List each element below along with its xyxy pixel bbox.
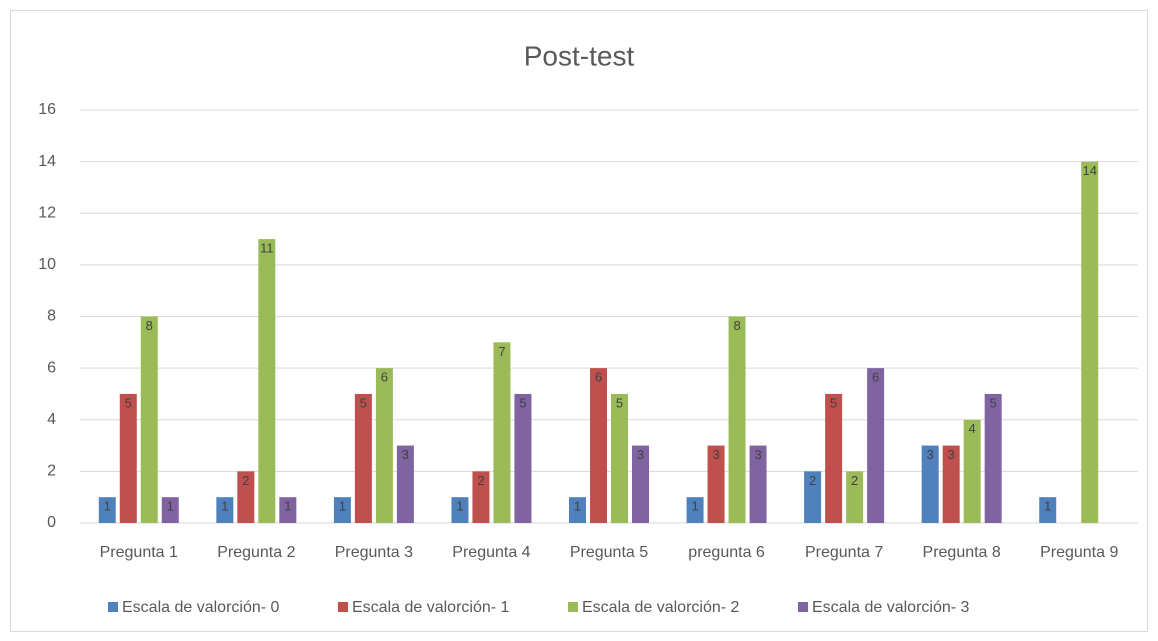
bar xyxy=(707,445,725,523)
bar xyxy=(1039,497,1057,523)
bar xyxy=(804,471,822,523)
x-tick-label: Pregunta 2 xyxy=(217,544,295,561)
bar xyxy=(867,368,885,523)
legend-label: Escala de valorción- 3 xyxy=(812,599,970,616)
data-label: 6 xyxy=(381,370,388,385)
bar xyxy=(611,393,628,523)
legend-swatch xyxy=(338,602,348,612)
data-label: 1 xyxy=(104,499,111,514)
data-label: 3 xyxy=(948,447,955,462)
chart-title: Post-test xyxy=(524,40,635,71)
y-tick-label: 4 xyxy=(47,411,56,428)
data-label: 11 xyxy=(260,241,274,256)
bar xyxy=(749,445,767,523)
data-label: 2 xyxy=(477,473,484,488)
bar xyxy=(514,393,532,523)
y-tick-label: 0 xyxy=(47,514,56,531)
bar xyxy=(984,393,1002,523)
bar xyxy=(728,316,746,523)
data-label: 1 xyxy=(456,499,463,514)
data-label: 6 xyxy=(872,370,879,385)
x-tick-label: Pregunta 4 xyxy=(452,544,530,561)
bar xyxy=(451,497,469,523)
y-tick-label: 8 xyxy=(47,308,56,325)
legend-swatch xyxy=(108,602,118,612)
legend-swatch xyxy=(568,602,578,612)
data-label: 2 xyxy=(851,473,858,488)
bar xyxy=(279,497,297,523)
bar xyxy=(569,497,586,523)
y-tick-label: 10 xyxy=(38,256,56,273)
x-tick-label: Pregunta 3 xyxy=(335,544,413,561)
bar xyxy=(119,393,137,523)
bar xyxy=(161,497,179,523)
data-label: 7 xyxy=(498,344,505,359)
data-label: 3 xyxy=(712,447,719,462)
legend-label: Escala de valorción- 2 xyxy=(582,599,740,616)
data-label: 4 xyxy=(969,421,976,436)
data-label: 5 xyxy=(519,395,526,410)
bar xyxy=(140,316,158,523)
bar xyxy=(98,497,116,523)
x-tick-label: Pregunta 7 xyxy=(805,544,883,561)
data-label: 5 xyxy=(125,395,132,410)
data-label: 3 xyxy=(637,447,644,462)
bar xyxy=(354,393,372,523)
bar xyxy=(942,445,960,523)
data-label: 8 xyxy=(146,318,153,333)
bar xyxy=(921,445,939,523)
data-label: 1 xyxy=(221,499,228,514)
bar xyxy=(846,471,864,523)
data-label: 5 xyxy=(616,395,623,410)
data-label: 6 xyxy=(595,370,602,385)
data-label: 3 xyxy=(927,447,934,462)
bar xyxy=(237,471,255,523)
y-tick-label: 16 xyxy=(38,101,56,118)
legend-label: Escala de valorción- 0 xyxy=(122,599,280,616)
data-label: 5 xyxy=(830,395,837,410)
x-tick-label: Pregunta 8 xyxy=(923,544,1001,561)
bar xyxy=(375,368,393,523)
data-label: 3 xyxy=(754,447,761,462)
legend-swatch xyxy=(798,602,808,612)
y-tick-label: 2 xyxy=(47,463,56,480)
bar xyxy=(333,497,351,523)
data-label: 1 xyxy=(1044,499,1051,514)
y-tick-label: 6 xyxy=(47,359,56,376)
data-label: 14 xyxy=(1082,163,1096,178)
legend-label: Escala de valorción- 1 xyxy=(352,599,510,616)
data-label: 1 xyxy=(167,499,174,514)
x-tick-label: Pregunta 9 xyxy=(1040,544,1118,561)
bar xyxy=(216,497,234,523)
bar xyxy=(1081,161,1099,523)
x-tick-label: Pregunta 1 xyxy=(100,544,178,561)
bar xyxy=(396,445,414,523)
data-label: 8 xyxy=(733,318,740,333)
x-tick-label: Pregunta 5 xyxy=(570,544,648,561)
data-label: 1 xyxy=(574,499,581,514)
x-tick-label: pregunta 6 xyxy=(688,544,765,561)
bar xyxy=(472,471,490,523)
y-tick-label: 12 xyxy=(38,204,56,221)
data-label: 1 xyxy=(339,499,346,514)
bar xyxy=(686,497,704,523)
bar xyxy=(963,419,981,523)
y-tick-label: 14 xyxy=(38,153,56,170)
data-label: 1 xyxy=(691,499,698,514)
data-label: 5 xyxy=(990,395,997,410)
chart-border xyxy=(10,10,1148,632)
bar xyxy=(632,445,649,523)
data-label: 3 xyxy=(402,447,409,462)
data-label: 2 xyxy=(242,473,249,488)
data-label: 5 xyxy=(360,395,367,410)
bar xyxy=(590,368,607,523)
data-label: 2 xyxy=(809,473,816,488)
bar xyxy=(825,393,843,523)
bar xyxy=(258,239,276,523)
bar xyxy=(493,342,511,523)
data-label: 1 xyxy=(284,499,291,514)
